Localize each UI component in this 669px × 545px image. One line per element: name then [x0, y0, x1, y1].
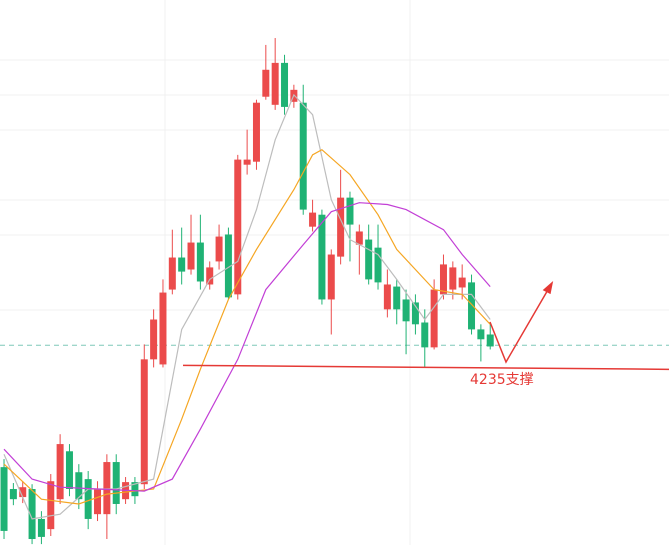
candle-body [56, 444, 64, 500]
candle-body [309, 212, 317, 227]
candle-body [112, 462, 120, 504]
candle-body [271, 62, 279, 105]
candle-body [234, 159, 242, 295]
candle-body [281, 62, 289, 107]
candle-body [374, 247, 382, 283]
candle-body [468, 282, 476, 330]
candle-body [37, 518, 45, 537]
candle-body [421, 322, 429, 348]
candle-body [28, 489, 36, 540]
candle-body [103, 462, 111, 515]
candle-body [337, 197, 345, 257]
candle-body [47, 481, 55, 530]
candle-body [346, 197, 354, 225]
plot-area [0, 38, 669, 545]
candle-body [75, 472, 83, 500]
candle-body [486, 334, 494, 347]
candle-body [168, 257, 176, 290]
candle-body [243, 159, 251, 165]
candle-body [299, 102, 307, 210]
candle-body [383, 284, 391, 310]
candle-body [94, 489, 102, 515]
support-line [182, 364, 669, 371]
candle-body [262, 69, 270, 97]
candle-body [196, 242, 204, 282]
candle-body [327, 254, 335, 300]
candle-body [355, 231, 363, 245]
candle-body [150, 319, 158, 360]
forecast-arrow [489, 280, 554, 364]
candle-body [393, 286, 401, 310]
candle-body [131, 482, 139, 497]
candle-body [402, 299, 410, 322]
candle-body [215, 236, 223, 262]
candle-body [187, 242, 195, 270]
candle-body [9, 489, 17, 500]
candle-body [0, 467, 8, 531]
candle-body [458, 277, 466, 288]
candle-body [19, 487, 27, 498]
candle-body [65, 451, 73, 490]
candle-body [159, 292, 167, 365]
candle-body [140, 359, 148, 485]
candle-body [365, 239, 373, 280]
moving-average-line [3, 148, 491, 505]
candle-body [84, 479, 92, 519]
candle-body [206, 267, 214, 285]
candle-body [224, 234, 232, 298]
support-label: 4235支撑 [470, 372, 534, 388]
candle-body [411, 302, 419, 325]
candle-body [318, 214, 326, 300]
candle-body [178, 257, 186, 272]
candle-body [449, 267, 457, 290]
candle-body [477, 329, 485, 340]
candle-body [439, 264, 447, 295]
candle-body [430, 289, 438, 348]
moving-average-line [3, 202, 491, 492]
candle-body [252, 102, 260, 162]
